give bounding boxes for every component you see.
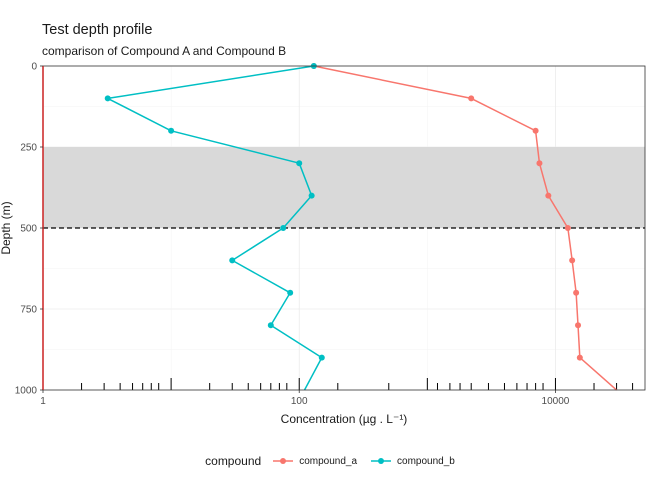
data-point-compound_b	[229, 257, 236, 264]
data-point-compound_a	[573, 289, 580, 296]
legend-label-compound-b: compound_b	[397, 455, 455, 467]
data-point-compound_b	[267, 322, 274, 329]
data-point-compound_a	[576, 354, 583, 361]
data-point-compound_b	[104, 95, 111, 102]
data-point-compound_b	[296, 160, 303, 167]
legend: compound compound_a compound_b	[0, 454, 672, 468]
y-axis-title: Depth (m)	[0, 201, 13, 254]
data-point-compound_a	[564, 225, 571, 231]
data-point-compound_b	[168, 127, 175, 134]
legend-item-compound-b: compound_b	[369, 456, 455, 467]
legend-label-compound-a: compound_a	[299, 455, 358, 467]
y-tick-label: 750	[20, 305, 37, 316]
y-tick-label: 0	[31, 62, 37, 73]
data-point-compound_a	[532, 127, 539, 134]
chart-title: Test depth profile	[42, 22, 153, 38]
legend-item-compound-a: compound_a	[271, 456, 357, 467]
x-tick-label: 100	[291, 396, 308, 407]
x-axis-title: Concentration (µg . L⁻¹)	[281, 412, 408, 426]
legend-title: compound	[205, 454, 262, 468]
chart-subtitle: comparison of Compound A and Compound B	[42, 44, 287, 58]
y-tick-label: 1000	[15, 386, 38, 397]
shaded-band	[43, 147, 645, 228]
x-tick-label: 10000	[542, 396, 570, 407]
data-point-compound_a	[569, 257, 576, 264]
x-tick-label: 1	[40, 396, 46, 407]
data-point-compound_b	[318, 354, 325, 361]
legend-key-compound-a	[273, 458, 294, 464]
data-point-compound_b	[287, 289, 294, 296]
data-point-compound_a	[575, 322, 582, 329]
y-tick-label: 250	[20, 143, 37, 154]
legend-key-compound-b	[371, 458, 392, 464]
data-point-compound_b	[308, 192, 315, 199]
data-point-compound_a	[468, 95, 475, 102]
y-tick-label: 500	[20, 224, 37, 235]
data-point-compound_b	[280, 225, 287, 231]
data-point-compound_a	[545, 192, 552, 199]
data-point-compound_a	[536, 160, 543, 167]
